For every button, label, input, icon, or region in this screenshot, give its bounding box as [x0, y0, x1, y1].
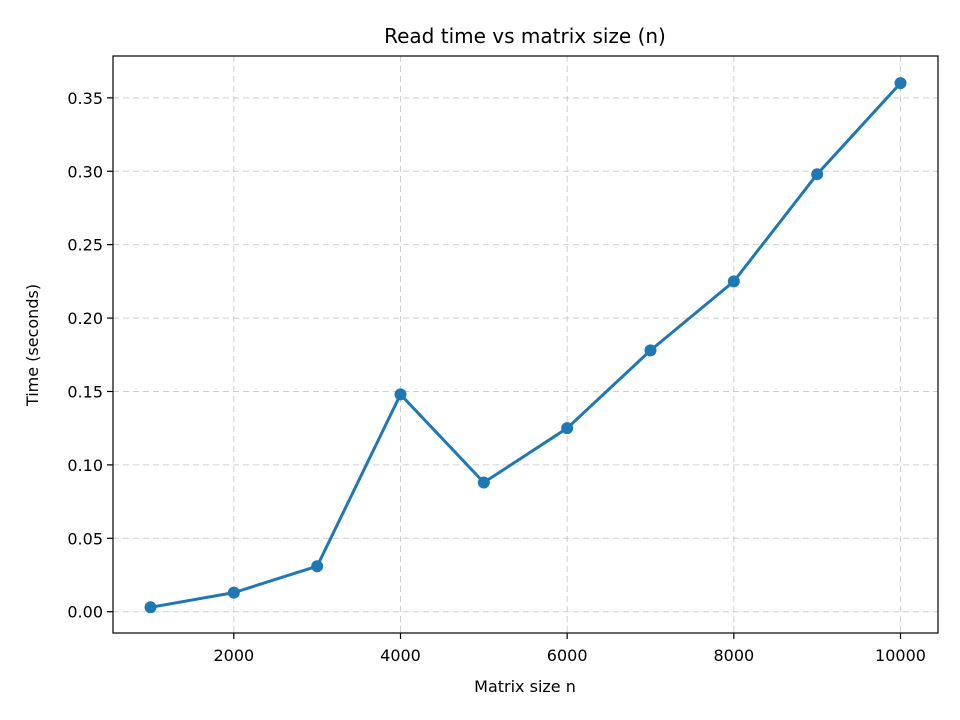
series-group: [144, 77, 907, 614]
data-point-6: [644, 344, 657, 357]
y-tick-label: 0.00: [67, 603, 103, 622]
data-point-2: [311, 560, 324, 573]
data-point-7: [727, 275, 740, 288]
y-tick-label: 0.35: [67, 89, 103, 108]
chart-title: Read time vs matrix size (n): [384, 24, 666, 48]
data-point-9: [894, 77, 907, 90]
data-point-4: [477, 476, 490, 489]
x-axis-label: Matrix size n: [474, 677, 576, 696]
data-point-1: [227, 586, 240, 599]
y-tick-label: 0.15: [67, 382, 103, 401]
series-line-0: [150, 82, 902, 609]
y-tick-label: 0.20: [67, 309, 103, 328]
x-tick-label: 6000: [547, 646, 588, 665]
y-tick-label: 0.25: [67, 236, 103, 255]
x-tick-label: 2000: [213, 646, 254, 665]
data-point-0: [144, 601, 157, 614]
x-tick-label: 4000: [380, 646, 421, 665]
data-point-5: [561, 422, 574, 435]
grid-lines: [113, 56, 938, 633]
y-axis-label: Time (seconds): [23, 284, 42, 407]
x-tick-label: 8000: [713, 646, 754, 665]
x-tick-label: 10000: [875, 646, 926, 665]
y-tick-label: 0.05: [67, 529, 103, 548]
data-point-8: [811, 168, 824, 181]
x-axis-ticks: 2000 4000 6000 8000 10000: [213, 633, 926, 665]
y-tick-label: 0.30: [67, 162, 103, 181]
plot-frame: [112, 55, 939, 634]
y-axis-ticks: 0.00 0.05 0.10 0.15 0.20 0.25 0.30 0.35: [67, 89, 113, 622]
data-point-3: [394, 388, 407, 401]
y-tick-label: 0.10: [67, 456, 103, 475]
